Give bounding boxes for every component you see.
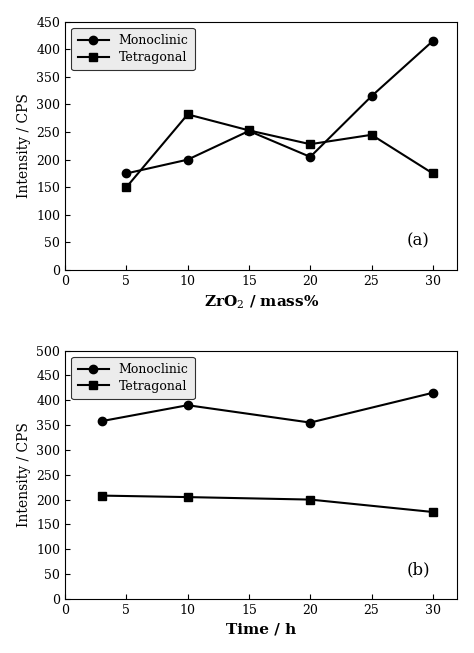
Tetragonal xyxy=(185,493,191,501)
Monoclinic xyxy=(124,170,129,178)
Monoclinic xyxy=(246,127,252,135)
Tetragonal xyxy=(430,170,436,178)
Monoclinic xyxy=(308,153,313,161)
Tetragonal xyxy=(185,110,191,118)
Text: (b): (b) xyxy=(406,561,430,578)
Tetragonal xyxy=(308,140,313,148)
Monoclinic xyxy=(185,155,191,163)
Tetragonal xyxy=(99,492,105,500)
Line: Monoclinic: Monoclinic xyxy=(98,389,437,427)
Monoclinic xyxy=(430,389,436,397)
X-axis label: Time / h: Time / h xyxy=(226,622,296,636)
Monoclinic xyxy=(369,92,374,100)
Legend: Monoclinic, Tetragonal: Monoclinic, Tetragonal xyxy=(71,357,195,399)
Monoclinic xyxy=(185,402,191,409)
Tetragonal xyxy=(246,127,252,135)
Monoclinic xyxy=(308,419,313,426)
Tetragonal xyxy=(308,496,313,503)
X-axis label: ZrO$_2$ / mass%: ZrO$_2$ / mass% xyxy=(203,293,319,311)
Tetragonal xyxy=(430,508,436,516)
Text: (a): (a) xyxy=(406,232,429,249)
Y-axis label: Intensity / CPS: Intensity / CPS xyxy=(17,422,31,527)
Line: Tetragonal: Tetragonal xyxy=(98,492,437,516)
Monoclinic xyxy=(99,417,105,425)
Legend: Monoclinic, Tetragonal: Monoclinic, Tetragonal xyxy=(71,28,195,70)
Tetragonal xyxy=(124,183,129,191)
Tetragonal xyxy=(369,131,374,138)
Line: Tetragonal: Tetragonal xyxy=(122,110,437,191)
Line: Monoclinic: Monoclinic xyxy=(122,37,437,178)
Monoclinic xyxy=(430,37,436,45)
Y-axis label: Intensity / CPS: Intensity / CPS xyxy=(17,93,31,199)
